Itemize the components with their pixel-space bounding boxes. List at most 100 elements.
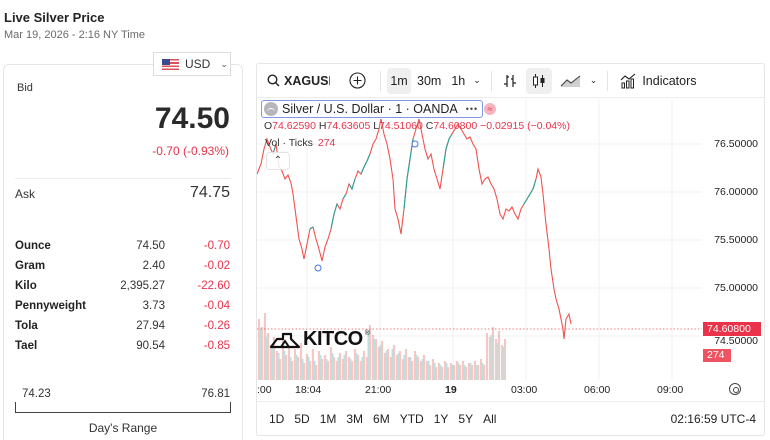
range-1m[interactable]: 1M [319, 411, 337, 426]
y-tick: 74.50000 [714, 335, 758, 347]
bar-change: −0.02915 (−0.04%) [480, 120, 570, 132]
more-icon[interactable]: ••• [465, 104, 479, 114]
last-price-tag: 74.60800 [703, 322, 761, 336]
collapse-legend-button[interactable]: ⌃ [266, 152, 290, 170]
unit-change: -0.26 [203, 320, 230, 332]
unit-name: Ounce [15, 240, 51, 252]
range-bar: 1D 5D 1M 3M 6M YTD 1Y 5Y All 02:16:59 UT… [257, 401, 764, 435]
high-label: H [318, 120, 327, 132]
y-tick: 76.00000 [714, 186, 758, 198]
y-tick: 76.50000 [714, 138, 758, 150]
unit-change: -0.70 [203, 240, 230, 252]
currency-label: USD [185, 57, 211, 71]
area-style-button[interactable] [558, 68, 584, 94]
range-3m[interactable]: 3M [346, 411, 364, 426]
toolbar-separator [490, 70, 492, 91]
series-legend[interactable]: Silver / U.S. Dollar · 1 · OANDA ••• [261, 100, 484, 118]
interval-dropdown[interactable]: ⌄ [473, 68, 481, 94]
indicators-button[interactable]: Indicators [620, 68, 697, 94]
unit-change: -0.85 [203, 340, 230, 352]
open-value: 74.62590 [272, 120, 316, 132]
candles-style-button[interactable] [525, 67, 552, 94]
unit-name: Gram [15, 260, 46, 272]
interval-1h[interactable]: 1h [451, 73, 466, 88]
chevron-up-icon: ⌃ [273, 155, 283, 166]
unit-name: Kilo [15, 280, 37, 292]
open-label: O [264, 120, 273, 132]
symbol-search[interactable]: XAGUSD [267, 68, 330, 94]
chart-type-dropdown[interactable]: ⌄ [590, 68, 598, 94]
x-tick: 21:00 [365, 384, 392, 396]
day-range-label: Day's Range [88, 421, 158, 435]
marker-icon [411, 140, 419, 148]
unit-price: 90.54 [136, 340, 165, 352]
area-chart-icon [560, 75, 581, 87]
page-subtitle: Mar 19, 2026 - 2:16 NY Time [4, 29, 146, 41]
unit-row-tael: Tael 90.54 -0.85 [15, 336, 231, 356]
range-5y[interactable]: 5Y [458, 411, 474, 426]
low-value: 74.51060 [379, 120, 423, 132]
bar-style-button[interactable] [498, 68, 522, 94]
unit-change: -0.02 [203, 260, 230, 272]
volume-value: 274 [317, 137, 336, 149]
unit-row-tola: Tola 27.94 -0.26 [15, 316, 231, 336]
range-1y[interactable]: 1Y [433, 411, 449, 426]
unit-price-table: Ounce 74.50 -0.70 Gram 2.40 -0.02 Kilo 2… [15, 236, 231, 356]
price-card [3, 64, 243, 440]
chart-widget: XAGUSD 1m 30m 1h ⌄ ⌄ Indicators [256, 63, 765, 436]
kitco-text: KITCO [303, 328, 363, 350]
unit-change: -0.04 [203, 300, 230, 312]
unit-change: -22.60 [197, 280, 230, 292]
high-value: 74.63605 [326, 120, 371, 132]
plus-circle-icon [348, 72, 366, 89]
registered-icon: ® [364, 330, 370, 337]
bid-label: Bid [17, 82, 33, 94]
range-1d[interactable]: 1D [269, 411, 285, 426]
approx-icon: ≈ [484, 103, 496, 115]
price-axis[interactable]: 76.50000 76.00000 75.50000 75.00000 74.5… [702, 99, 764, 399]
unit-name: Tola [15, 320, 38, 332]
symbol-label: XAGUSD [284, 73, 330, 88]
oanda-logo-icon [264, 102, 278, 116]
unit-row-gram: Gram 2.40 -0.02 [15, 256, 231, 276]
day-range-bar [15, 402, 231, 413]
unit-price: 2.40 [142, 260, 165, 272]
day-range-low: 74.23 [22, 388, 51, 400]
bid-value: 74.50 [154, 102, 230, 135]
close-label: C [425, 120, 434, 132]
y-tick: 75.00000 [714, 282, 758, 294]
volume-legend: Vol · Ticks 274 [265, 137, 335, 149]
interval-30m[interactable]: 30m [417, 73, 442, 88]
x-tick: 09:00 [657, 384, 684, 396]
low-label: L [373, 120, 380, 132]
unit-name: Pennyweight [15, 300, 86, 312]
bid-change: -0.70 (-0.93%) [152, 144, 229, 158]
kitco-logo-icon [269, 332, 301, 348]
unit-row-pennyweight: Pennyweight 3.73 -0.04 [15, 296, 231, 316]
candlestick-icon [532, 73, 545, 88]
volume-label: Vol · Ticks [265, 137, 313, 149]
unit-price: 74.50 [136, 240, 165, 252]
chart-clock[interactable]: 02:16:59 UTC-4 [670, 412, 756, 426]
price-line [257, 118, 572, 340]
chart-settings-icon[interactable] [729, 383, 741, 395]
day-range-high: 76.81 [201, 388, 230, 400]
time-axis[interactable]: :00 18:04 21:00 19 03:00 06:00 09:00 [257, 380, 764, 400]
x-tick: 19 [445, 384, 457, 396]
range-all[interactable]: All [483, 411, 497, 426]
ohlc-values: O74.62590 H74.63605 L74.51060 C74.60800 … [264, 120, 570, 132]
currency-select[interactable]: USD ⌄ [153, 52, 231, 76]
indicators-label: Indicators [642, 73, 697, 88]
range-ytd[interactable]: YTD [399, 411, 424, 426]
chart-toolbar: XAGUSD 1m 30m 1h ⌄ ⌄ Indicators [257, 64, 764, 98]
price-plot-area[interactable] [257, 99, 702, 399]
range-6m[interactable]: 6M [373, 411, 390, 426]
kitco-watermark: KITCO ® [269, 328, 370, 351]
x-tick: 18:04 [295, 384, 322, 396]
close-value: 74.60800 [433, 120, 478, 132]
unit-row-ounce: Ounce 74.50 -0.70 [15, 236, 231, 256]
unit-price: 3.73 [142, 300, 165, 312]
interval-1m[interactable]: 1m [387, 67, 411, 94]
compare-button[interactable] [344, 68, 370, 94]
range-5d[interactable]: 5D [294, 411, 310, 426]
